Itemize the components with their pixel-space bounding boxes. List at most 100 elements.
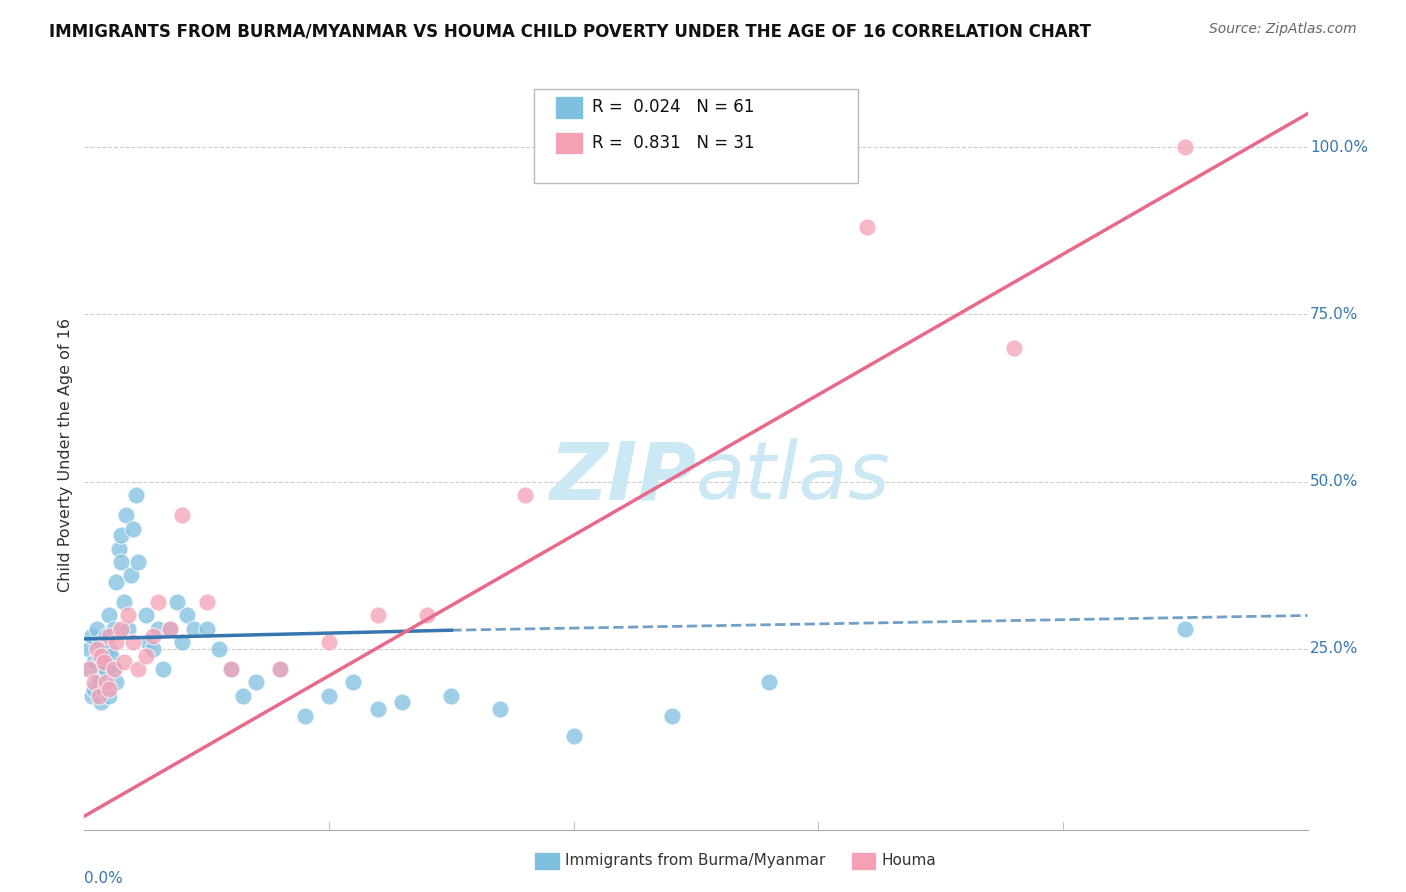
- Point: [97, 689, 120, 703]
- Point: [110, 528, 132, 542]
- Point: [219, 662, 242, 676]
- Point: [146, 622, 169, 636]
- Point: [440, 689, 463, 703]
- Text: Source: ZipAtlas.com: Source: ZipAtlas.com: [1209, 22, 1357, 37]
- Point: [562, 729, 585, 743]
- Point: [195, 595, 218, 609]
- Point: [172, 508, 194, 523]
- Point: [80, 689, 103, 703]
- Point: [1002, 341, 1025, 355]
- Point: [86, 622, 108, 636]
- Point: [77, 642, 100, 657]
- Point: [76, 662, 98, 676]
- Point: [86, 669, 108, 683]
- Point: [176, 608, 198, 623]
- Text: 50.0%: 50.0%: [1310, 475, 1358, 489]
- Text: atlas: atlas: [696, 438, 891, 516]
- Point: [245, 675, 267, 690]
- Text: Houma: Houma: [882, 854, 936, 868]
- Point: [391, 696, 413, 710]
- Point: [183, 622, 205, 636]
- Text: 100.0%: 100.0%: [1310, 140, 1368, 154]
- Point: [117, 608, 139, 623]
- Point: [1174, 140, 1197, 154]
- Point: [127, 555, 149, 569]
- Point: [318, 689, 340, 703]
- Point: [120, 568, 142, 582]
- Point: [367, 608, 389, 623]
- Point: [83, 675, 105, 690]
- Point: [166, 595, 188, 609]
- Point: [110, 555, 132, 569]
- Point: [159, 622, 181, 636]
- Point: [80, 628, 103, 642]
- Point: [856, 220, 879, 235]
- Point: [1174, 622, 1197, 636]
- Point: [758, 675, 780, 690]
- Point: [489, 702, 512, 716]
- Point: [100, 648, 122, 663]
- Point: [125, 488, 148, 502]
- Point: [87, 648, 110, 663]
- Point: [77, 662, 100, 676]
- Point: [269, 662, 291, 676]
- Point: [112, 595, 135, 609]
- Point: [105, 675, 128, 690]
- Point: [93, 655, 115, 669]
- Point: [115, 508, 138, 523]
- Point: [294, 708, 316, 723]
- Point: [122, 521, 145, 535]
- Point: [93, 682, 115, 697]
- Point: [136, 635, 159, 649]
- Text: 0.0%: 0.0%: [84, 871, 124, 886]
- Point: [103, 622, 125, 636]
- Point: [172, 635, 194, 649]
- Point: [367, 702, 389, 716]
- Point: [152, 662, 174, 676]
- Point: [122, 635, 145, 649]
- Point: [127, 662, 149, 676]
- Point: [135, 648, 157, 663]
- Point: [318, 635, 340, 649]
- Point: [103, 662, 125, 676]
- Point: [96, 662, 118, 676]
- Text: 25.0%: 25.0%: [1310, 641, 1358, 657]
- Point: [90, 648, 112, 663]
- Text: 75.0%: 75.0%: [1310, 307, 1358, 322]
- Point: [269, 662, 291, 676]
- Point: [96, 675, 118, 690]
- Point: [342, 675, 364, 690]
- Point: [83, 682, 105, 697]
- Point: [195, 622, 218, 636]
- Point: [90, 635, 112, 649]
- Text: Immigrants from Burma/Myanmar: Immigrants from Burma/Myanmar: [565, 854, 825, 868]
- Point: [661, 708, 683, 723]
- Point: [90, 696, 112, 710]
- Point: [146, 595, 169, 609]
- Point: [96, 628, 118, 642]
- Point: [107, 541, 129, 556]
- Point: [110, 622, 132, 636]
- Text: R =  0.831   N = 31: R = 0.831 N = 31: [592, 134, 755, 152]
- Point: [86, 642, 108, 657]
- Point: [105, 635, 128, 649]
- Point: [97, 608, 120, 623]
- Y-axis label: Child Poverty Under the Age of 16: Child Poverty Under the Age of 16: [58, 318, 73, 592]
- Point: [103, 662, 125, 676]
- Point: [135, 608, 157, 623]
- Point: [97, 642, 120, 657]
- Point: [83, 655, 105, 669]
- Point: [97, 682, 120, 697]
- Point: [232, 689, 254, 703]
- Point: [208, 642, 231, 657]
- Point: [93, 655, 115, 669]
- Point: [416, 608, 439, 623]
- Point: [112, 655, 135, 669]
- Point: [97, 628, 120, 642]
- Point: [159, 622, 181, 636]
- Point: [219, 662, 242, 676]
- Point: [117, 622, 139, 636]
- Point: [87, 675, 110, 690]
- Point: [142, 642, 165, 657]
- Text: R =  0.024   N = 61: R = 0.024 N = 61: [592, 98, 754, 116]
